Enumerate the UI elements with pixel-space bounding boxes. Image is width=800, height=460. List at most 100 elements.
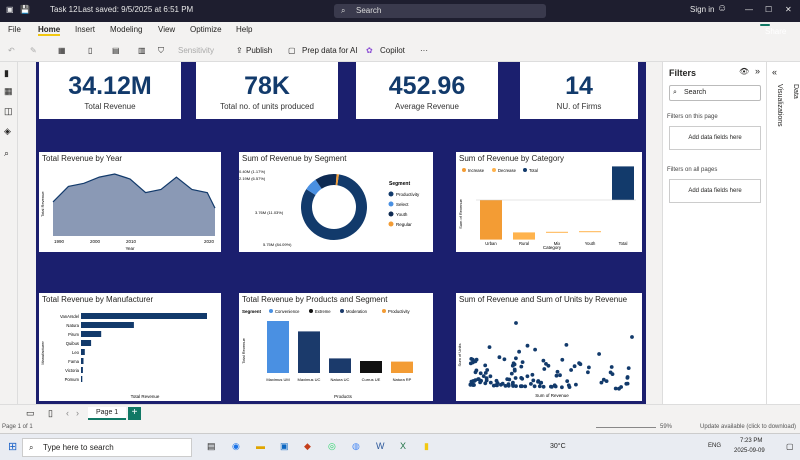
scatter-point (511, 384, 515, 388)
kpi-card[interactable]: 34.12M Total Revenue (39, 62, 181, 119)
y-axis-label: Sum of Revenue (458, 198, 463, 229)
get-data-icon[interactable]: ▦ (58, 46, 66, 55)
collapse-icon[interactable]: » (755, 66, 761, 76)
notification-icon[interactable]: ▢ (786, 442, 794, 451)
next-page-icon[interactable]: › (76, 408, 79, 418)
scatter-point (630, 335, 634, 339)
page-icon[interactable]: ▯ (88, 46, 93, 55)
table-view-icon[interactable]: ▦ (4, 86, 13, 96)
scatter-point (503, 384, 508, 388)
more-button[interactable]: ··· (420, 46, 428, 55)
desktop-view-icon[interactable]: ▭ (26, 408, 35, 418)
filters-all-pages-label: Filters on all pages (667, 167, 718, 173)
x-axis-label: Total Revenue (131, 394, 160, 399)
sensitivity-button[interactable]: Sensitivity (178, 46, 215, 55)
add-page-button[interactable]: + (128, 407, 141, 420)
weather-temp[interactable]: 30°C (550, 443, 566, 450)
save-icon[interactable]: 💾 (20, 5, 30, 14)
x-axis-label: Year (125, 246, 135, 251)
chart-revenue-vs-units[interactable]: Sum of Revenue and Sum of Units by Reven… (456, 293, 642, 401)
prep-data-button[interactable]: Prep data for AI (302, 46, 358, 55)
zoom-level: 59% (660, 424, 673, 430)
task-name[interactable]: Task 12 (50, 5, 78, 14)
minimize-icon[interactable]: — (745, 5, 753, 14)
model-view-icon[interactable]: ◫ (4, 106, 13, 116)
eye-icon[interactable]: 👁 (739, 67, 750, 76)
legend-item[interactable]: Select (396, 202, 409, 207)
scatter-point (533, 347, 537, 352)
edge-icon[interactable]: ◉ (232, 441, 240, 451)
windows-start-icon[interactable]: ⊞ (8, 441, 18, 453)
table-icon[interactable]: ▤ (112, 46, 120, 55)
add-data-field-drop[interactable]: Add data fields here (669, 126, 761, 150)
scatter-point (530, 372, 535, 377)
chart-revenue-by-products[interactable]: Total Revenue by Products and Segment Se… (239, 293, 433, 401)
undo-icon[interactable]: ↶ (8, 46, 15, 55)
legend-swatch (309, 309, 313, 313)
chart-revenue-by-segment[interactable]: Sum of Revenue by Segment 0.40M (1.17%) … (239, 152, 433, 252)
legend-item: Convenience (275, 309, 300, 314)
kpi-card[interactable]: 14 NU. of Firms (520, 62, 638, 119)
close-icon[interactable]: ✕ (785, 5, 792, 14)
kpi-value: 34.12M (68, 72, 152, 100)
scatter-point (531, 378, 536, 383)
scatter-point (625, 375, 630, 379)
language-indicator[interactable]: ENG (708, 443, 722, 449)
store-icon[interactable]: ▣ (280, 441, 289, 451)
zoom-slider[interactable] (596, 427, 656, 428)
clock-time[interactable]: 7:23 PM (740, 438, 763, 444)
menu-help[interactable]: Help (236, 25, 253, 34)
scatter-point (608, 370, 613, 375)
chrome-icon[interactable]: ◍ (352, 441, 360, 451)
data-tab[interactable]: Data (792, 84, 799, 99)
menu-view[interactable]: View (158, 25, 176, 34)
publish-button[interactable]: Publish (246, 46, 273, 55)
excel-icon[interactable]: X (400, 441, 407, 451)
format-painter-icon[interactable]: ✎ (30, 46, 37, 55)
share-button[interactable]: Share (760, 24, 786, 36)
task-view-icon[interactable]: ▤ (207, 441, 216, 451)
chart-revenue-by-year[interactable]: Total Revenue by Year Total Revenue Year… (39, 152, 221, 252)
copilot-button[interactable]: Copilot (380, 46, 405, 55)
kpi-card[interactable]: 78K Total no. of units produced (196, 62, 338, 119)
filter-search[interactable]: ⌕ Search (669, 85, 761, 101)
page-tab[interactable]: Page 1 (88, 407, 127, 420)
chart-revenue-by-category[interactable]: Sum of Revenue by Category Increase Decr… (456, 152, 642, 252)
visualizations-tab[interactable]: Visualizations (776, 84, 783, 127)
scatter-point (483, 371, 488, 375)
maximize-icon[interactable]: ☐ (765, 5, 773, 14)
menu-file[interactable]: File (8, 25, 21, 34)
powerbi-icon[interactable]: ▮ (424, 441, 429, 451)
word-icon[interactable]: W (376, 441, 385, 451)
menu-modeling[interactable]: Modeling (110, 25, 143, 34)
legend-swatch (523, 168, 527, 172)
taskbar-search[interactable]: ⌕ Type here to search (22, 438, 192, 457)
legend-item[interactable]: Productivity (396, 192, 420, 197)
chart-revenue-by-manufacturer[interactable]: Total Revenue by Manufacturer Manufactur… (39, 293, 221, 401)
legend-item[interactable]: Regular (396, 222, 412, 227)
account-icon[interactable]: ☺ (717, 3, 728, 14)
update-notice[interactable]: Update available (click to download) (700, 424, 797, 430)
menu-insert[interactable]: Insert (75, 25, 96, 34)
menu-home[interactable]: Home (38, 25, 61, 36)
query-view-icon[interactable]: ⌕ (4, 148, 10, 158)
transform-icon[interactable]: ▥ (138, 46, 146, 55)
scatter-point (523, 384, 528, 389)
legend-item: Moderation (346, 309, 368, 314)
search-box[interactable]: ⌕ Search (334, 4, 546, 18)
prev-page-icon[interactable]: ‹ (66, 408, 69, 418)
menu-optimize[interactable]: Optimize (190, 25, 222, 34)
whatsapp-icon[interactable]: ◎ (328, 441, 336, 451)
dax-view-icon[interactable]: ◈ (4, 126, 11, 136)
legend-item[interactable]: Youth (396, 212, 408, 217)
mobile-view-icon[interactable]: ▯ (48, 408, 53, 418)
sign-in-link[interactable]: Sign in (690, 5, 715, 14)
add-data-field-drop[interactable]: Add data fields here (669, 179, 761, 203)
office-icon[interactable]: ◆ (304, 441, 311, 451)
report-view-icon[interactable]: ▮ (4, 68, 9, 78)
kpi-card[interactable]: 452.96 Average Revenue (356, 62, 498, 119)
scatter-point (625, 381, 630, 386)
explorer-icon[interactable]: ▬ (256, 441, 265, 451)
expand-icon[interactable]: « (772, 67, 778, 77)
clock-date[interactable]: 2025-09-09 (734, 448, 765, 454)
